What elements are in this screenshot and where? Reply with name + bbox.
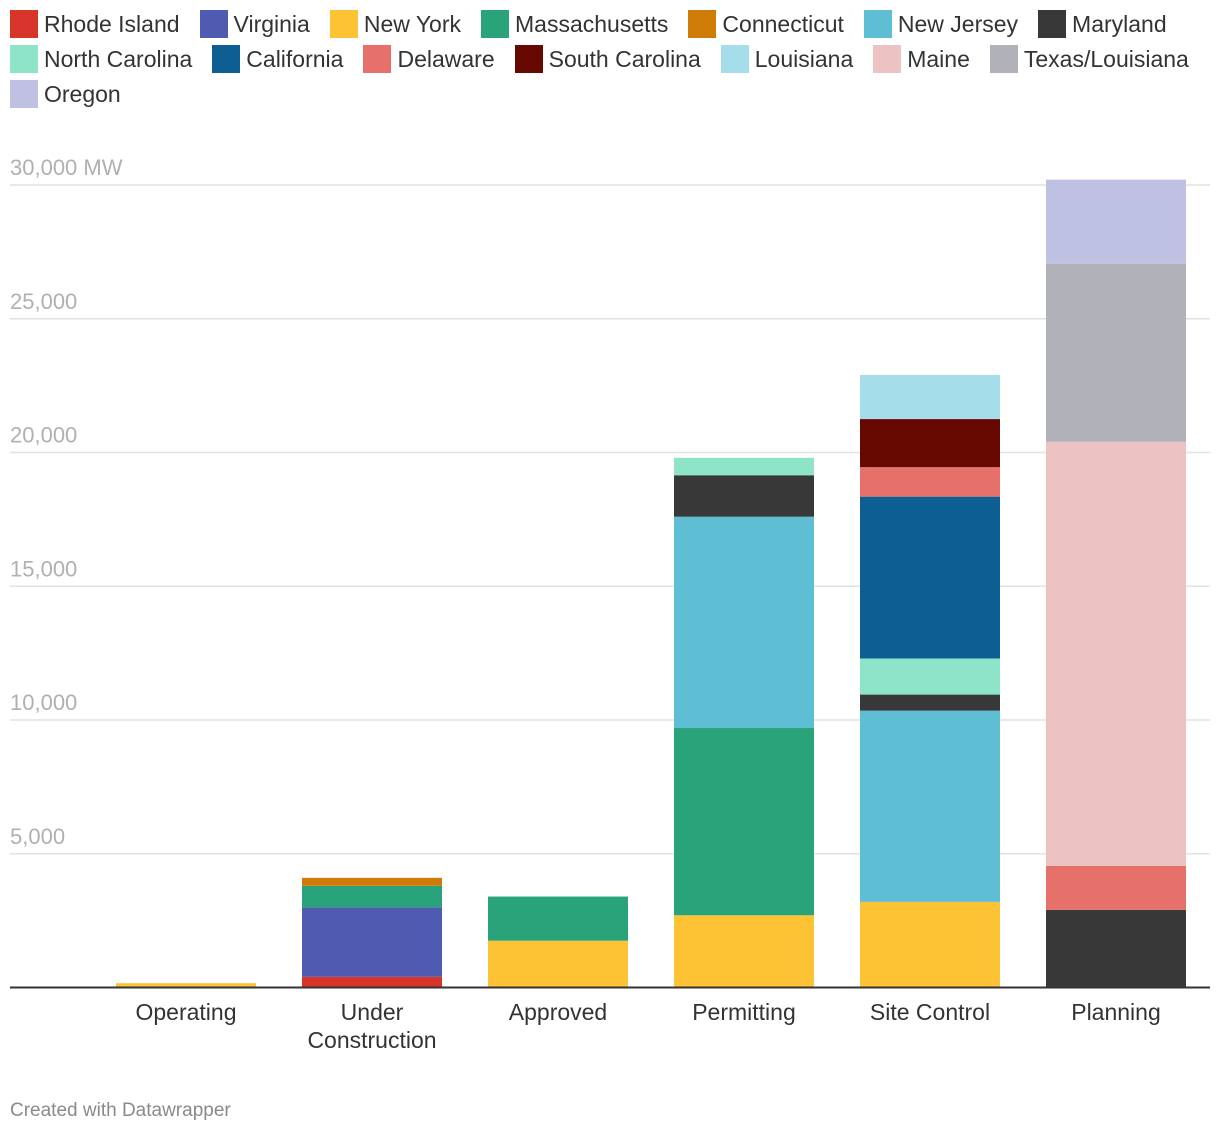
y-tick-label: 20,000 [10,423,77,448]
bar-segment-virginia [302,907,442,977]
legend-label: Virginia [233,10,310,37]
legend: Rhode Island Virginia New York Massachusett… [10,10,1215,108]
legend-swatch [481,10,510,38]
legend-swatch [514,45,543,73]
legend-item-massachusetts: Massachusetts [481,10,668,38]
x-tick-label: Permitting [692,999,796,1025]
legend-label: Connecticut [722,10,844,37]
legend-swatch [1038,10,1067,38]
x-tick-label: Under [341,999,404,1025]
bar-stack-planning [1046,179,1186,988]
bar-stack-approved [488,896,628,988]
legend-swatch [10,10,38,38]
legend-swatch [10,45,38,73]
y-tick-label: 10,000 [10,690,77,715]
legend-label: Delaware [397,45,495,72]
legend-swatch [873,45,902,73]
legend-label: New Jersey [897,10,1019,37]
legend-item-south-carolina: South Carolina [514,45,701,73]
bar-stack-under-construction [302,877,442,988]
bar-segment-california [860,496,1000,659]
bar-segment-massachusetts [302,885,442,908]
legend-item-maine: Maine [873,45,970,73]
bar-segment-new-york [860,901,1000,988]
legend-label: California [246,45,344,72]
bar-segment-delaware [1046,865,1186,910]
legend-item-rhode-island: Rhode Island [10,10,180,38]
bar-segment-louisiana [860,374,1000,420]
bar-segment-new-jersey [860,710,1000,902]
x-tick-label: Planning [1071,999,1161,1025]
bar-segment-new-york [488,940,628,988]
bar-segment-maryland [674,475,814,517]
y-tick-label: 30,000 MW [10,155,123,180]
footer-credit: Created with Datawrapper [10,1100,231,1121]
legend-swatch [212,45,241,73]
legend-label: New York [363,10,462,37]
bar-segment-massachusetts [674,728,814,916]
gridlines: 5,000 10,000 15,000 20,000 25,000 30,000 MW [10,155,1210,855]
bar-segment-maryland [1046,909,1186,988]
legend-item-california: California [212,45,343,73]
x-tick-label: Construction [307,1027,436,1053]
legend-item-new-jersey: New Jersey [863,10,1019,38]
bar-segment-texas-louisiana [1046,263,1186,442]
y-tick-label: 15,000 [10,556,77,581]
x-tick-label: Approved [509,999,607,1025]
y-tick-label: 25,000 [10,289,77,314]
legend-swatch [863,10,892,38]
legend-swatch [329,10,358,38]
bar-segment-maryland [860,694,1000,711]
bar-segment-north-carolina [860,658,1000,695]
legend-item-delaware: Delaware [363,45,495,73]
legend-item-texas-louisiana: Texas/Louisiana [989,45,1189,73]
legend-item-maryland: Maryland [1038,10,1167,38]
bars [116,179,1186,988]
bar-segment-new-york [674,915,814,988]
legend-label: Texas/Louisiana [1023,45,1189,72]
legend-label: North Carolina [44,45,193,72]
bar-segment-south-carolina [860,419,1000,468]
legend-label: Rhode Island [44,10,180,37]
x-tick-label: Operating [135,999,236,1025]
bar-segment-maine [1046,441,1186,866]
bar-segment-rhode-island [302,976,442,988]
legend-item-louisiana: Louisiana [720,45,854,73]
legend-swatch [720,45,749,73]
bar-segment-massachusetts [488,896,628,941]
legend-item-virginia: Virginia [199,10,310,38]
legend-swatch [688,10,717,38]
legend-label: Maine [907,45,970,72]
bar-stack-permitting [674,457,814,988]
legend-item-north-carolina: North Carolina [10,45,192,73]
y-tick-label: 5,000 [10,824,65,849]
x-tick-label: Site Control [870,999,990,1025]
bar-segment-connecticut [302,877,442,886]
bar-segment-oregon [1046,179,1186,264]
legend-item-connecticut: Connecticut [688,10,844,38]
legend-item-oregon: Oregon [10,80,121,108]
bar-segment-delaware [860,467,1000,497]
legend-swatch [989,45,1018,73]
legend-item-new-york: New York [329,10,462,38]
legend-label: Maryland [1072,10,1167,37]
legend-label: Oregon [44,80,121,107]
legend-swatch [199,10,228,38]
legend-swatch [10,80,38,108]
legend-label: Louisiana [754,45,854,72]
bar-segment-new-jersey [674,516,814,729]
bar-stack-site-control [860,374,1000,988]
bar-segment-new-york [116,983,256,987]
legend-label: South Carolina [548,45,701,72]
legend-label: Massachusetts [515,10,669,37]
bar-segment-north-carolina [674,457,814,476]
legend-swatch [363,45,392,73]
